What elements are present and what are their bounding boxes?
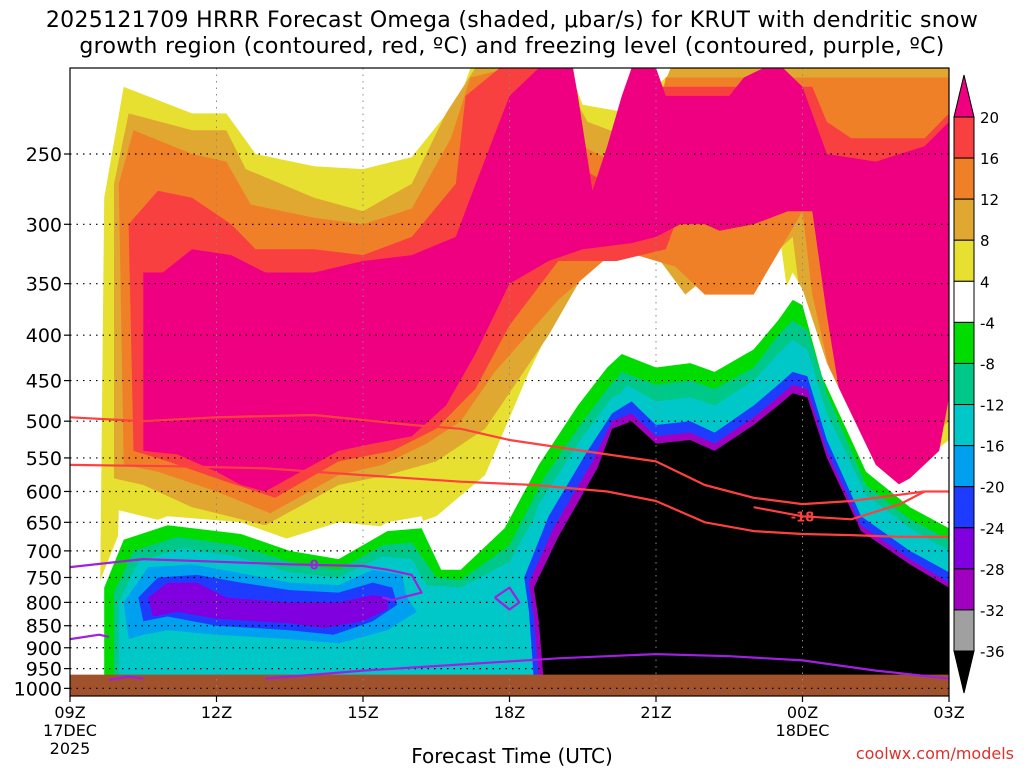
x-tick-label-15: 15Z [347, 703, 378, 722]
colorbar-label-5: -4 [980, 314, 995, 332]
y-tick-label-800: 800 [26, 592, 62, 614]
y-tick-label-350: 350 [26, 274, 62, 296]
x-tick-label-21: 21Z [640, 703, 671, 722]
colorbar-bin-5 [953, 321, 975, 364]
y-tick-label-650: 650 [26, 512, 62, 534]
colorbar-bin-11 [953, 568, 975, 611]
y-tick-label-700: 700 [26, 541, 62, 563]
colorbar-label-3: 8 [980, 232, 990, 250]
colorbar-label-12: -32 [980, 602, 1005, 620]
chart-title-line1: 2025121709 HRRR Forecast Omega (shaded, … [45, 8, 979, 33]
colorbar-bin-9 [953, 486, 975, 529]
colorbar-bin-10 [953, 527, 975, 570]
y-tick-label-850: 850 [26, 616, 62, 638]
y-tick-label-250: 250 [26, 144, 62, 166]
y-tick-label-900: 900 [26, 638, 62, 660]
contour-line-3 [70, 557, 423, 602]
colorbar: 20 16 12 8 4 -4 -8 -12 -16 -20 -24 -28 -32 -36 [953, 74, 1005, 694]
y-tick-label-300: 300 [26, 214, 62, 236]
temperature-contours: -18 0 [70, 413, 949, 681]
contour-line-2 [753, 490, 926, 521]
axes: 2503003504004505005506006507007508008509… [14, 67, 965, 758]
x-tick-year-9: 2025 [50, 739, 91, 758]
y-tick-label-950: 950 [26, 659, 62, 681]
omega-region-4 [143, 68, 949, 492]
colorbar-label-4: 4 [980, 273, 990, 291]
x-tick-label-18: 18Z [494, 703, 525, 722]
terrain-below-ground [70, 674, 949, 696]
y-tick-label-500: 500 [26, 411, 62, 433]
x-tick-label-27: 03Z [933, 703, 964, 722]
colorbar-bin-4 [953, 280, 975, 323]
colorbar-label-2: 12 [980, 191, 999, 209]
colorbar-label-10: -24 [980, 520, 1005, 538]
colorbar-label-1: 16 [980, 150, 999, 168]
x-tick-label-24: 00Z [787, 703, 818, 722]
omega-region-16 [533, 393, 949, 681]
contour-line-6 [265, 652, 949, 680]
y-tick-label-1000: 1000 [14, 678, 62, 700]
y-tick-label-400: 400 [26, 325, 62, 347]
colorbar-bottom-arrow [953, 650, 975, 694]
colorbar-label-7: -12 [980, 397, 1005, 415]
y-tick-label-750: 750 [26, 567, 62, 589]
colorbar-bin-3 [953, 239, 975, 282]
y-tick-label-450: 450 [26, 371, 62, 393]
colorbar-bin-2 [953, 198, 975, 241]
contour-line-1 [70, 463, 949, 539]
x-tick-label-9: 09Z [54, 703, 85, 722]
colorbar-label-13: -36 [980, 643, 1005, 661]
colorbar-bin-12 [953, 609, 975, 652]
site-credit: coolwx.com/models [855, 744, 1014, 763]
contour-label-2: -18 [791, 510, 815, 525]
contour-line-4 [70, 633, 110, 641]
ground-fill [70, 674, 949, 696]
colorbar-label-11: -28 [980, 561, 1005, 579]
colorbar-bin-8 [953, 445, 975, 488]
x-tick-label-12: 12Z [201, 703, 232, 722]
colorbar-bin-6 [953, 362, 975, 406]
colorbar-top-arrow [953, 74, 975, 118]
colorbar-bin-0 [953, 116, 975, 159]
colorbar-bin-7 [953, 404, 975, 447]
x-tick-date-9: 17DEC [43, 721, 97, 740]
omega-shading [99, 68, 949, 681]
colorbar-bin-1 [953, 157, 975, 200]
y-tick-label-600: 600 [26, 481, 62, 503]
colorbar-label-6: -8 [980, 355, 995, 373]
omega-region-12 [148, 582, 388, 628]
colorbar-label-0: 20 [980, 109, 999, 127]
colorbar-label-8: -16 [980, 438, 1005, 456]
colorbar-label-9: -20 [980, 479, 1005, 497]
x-axis-title: Forecast Time (UTC) [411, 744, 613, 768]
y-tick-label-550: 550 [26, 448, 62, 470]
chart-title-line2: growth region (contoured, red, ºC) and f… [79, 34, 945, 59]
contour-line-7 [108, 675, 144, 681]
contour-line-5 [494, 586, 521, 611]
contour-line-0 [70, 413, 949, 506]
contour-label-3: 0 [310, 558, 319, 573]
x-tick-date-24: 18DEC [776, 721, 830, 740]
